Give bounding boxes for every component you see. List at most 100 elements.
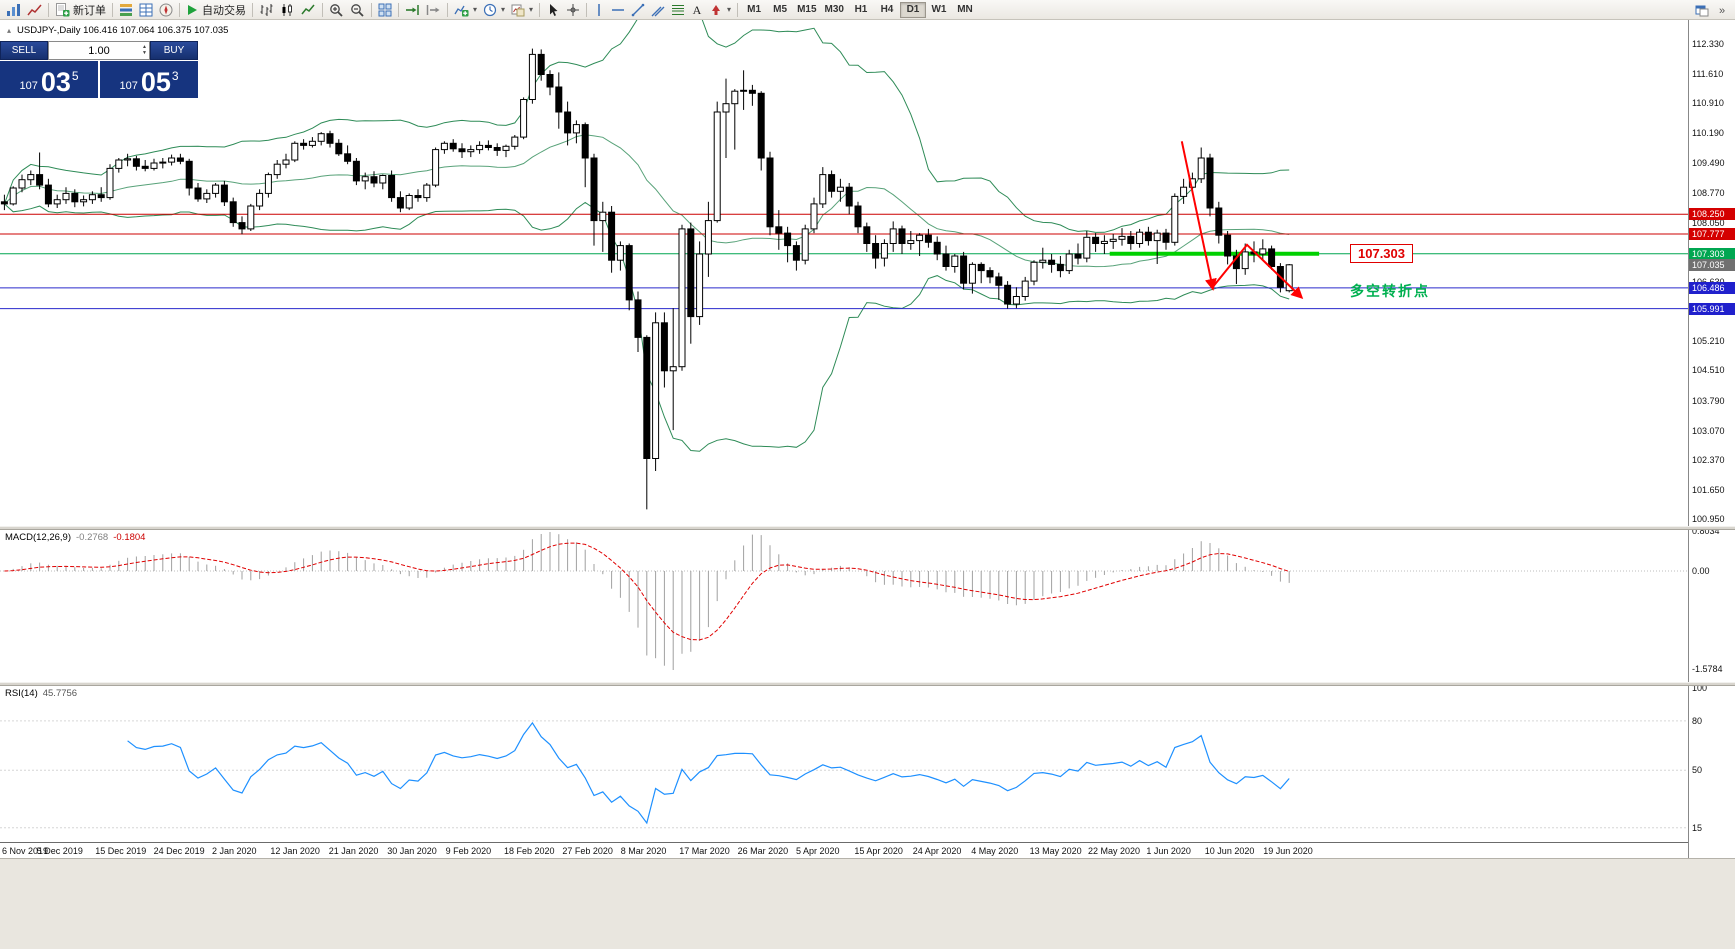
rsi-panel-divider[interactable]	[0, 682, 1735, 686]
price-tag-107.777: 107.777	[1689, 228, 1735, 240]
new-order-icon[interactable]: 新订单	[52, 1, 109, 18]
timeframe-m30[interactable]: M30	[821, 2, 848, 18]
price-axis-label: 105.210	[1692, 336, 1725, 347]
market-watch-icon[interactable]	[116, 1, 136, 18]
fibonacci-icon[interactable]	[668, 1, 688, 18]
buy-button[interactable]: BUY	[150, 41, 198, 60]
macd-panel-divider[interactable]	[0, 526, 1735, 530]
time-axis[interactable]: 6 Nov 2019 5 Dec 2019 15 Dec 2019 24 Dec 20…	[0, 842, 1688, 858]
top-toolbar: 新订单 自动交易 ▾ ▾ ▾ A ▾ M1 M5 M15 M30 H1 H4 D1 W1 MN »	[0, 0, 1735, 20]
vertical-line-icon[interactable]	[590, 1, 608, 18]
chart-plot-area[interactable]	[0, 20, 1688, 858]
timeframe-m1[interactable]: M1	[741, 2, 767, 18]
time-axis-label: 19 Jun 2020	[1263, 846, 1313, 856]
rsi-axis-label: 15	[1692, 822, 1703, 833]
horizontal-line-icon[interactable]	[608, 1, 628, 18]
ask-point: 3	[171, 69, 179, 83]
trendline-icon[interactable]	[628, 1, 648, 18]
toolbar-right-group: »	[1692, 1, 1731, 18]
timeframe-d1[interactable]: D1	[899, 1, 926, 18]
chart-line-icon[interactable]	[298, 1, 319, 18]
toolbar-separator	[539, 2, 541, 17]
rsi-axis-label: 50	[1692, 765, 1703, 776]
rsi-value: 45.7756	[42, 688, 78, 699]
timeframe-m15[interactable]: M15	[793, 2, 820, 18]
templates-icon[interactable]: ▾	[508, 1, 536, 18]
time-axis-label: 8 Mar 2020	[620, 846, 667, 856]
panel-collapse-icon[interactable]: ▴	[7, 26, 12, 35]
autotrade-icon[interactable]: 自动交易	[183, 1, 249, 18]
time-axis-label: 26 Mar 2020	[737, 846, 789, 856]
lot-size-field[interactable]: 1.00 ▲ ▼	[48, 41, 150, 60]
price-axis-label: 103.070	[1692, 425, 1725, 436]
time-axis-label: 10 Jun 2020	[1204, 846, 1255, 856]
time-axis-label: 5 Apr 2020	[796, 846, 840, 856]
overflow-icon[interactable]: »	[1713, 1, 1731, 18]
price-axis-label: 111.610	[1692, 69, 1724, 80]
arrow-tools-icon[interactable]: ▾	[706, 1, 734, 18]
time-axis-label: 12 Jan 2020	[270, 846, 320, 856]
lot-size-value: 1.00	[88, 44, 110, 57]
price-tag-107.035: 107.035	[1689, 259, 1735, 271]
chart-candles-icon[interactable]	[277, 1, 298, 18]
new-window-icon[interactable]	[1692, 1, 1713, 18]
turning-point-annotation: 多空转折点	[1350, 283, 1430, 299]
toolbar-separator	[322, 2, 323, 17]
chart-title: ▴ USDJPY-,Daily 106.416 107.064 106.375 …	[7, 25, 228, 36]
timeframe-h4[interactable]: H4	[874, 2, 900, 18]
timeframe-h1[interactable]: H1	[848, 2, 874, 18]
time-axis-label: 27 Feb 2020	[562, 846, 613, 856]
periods-icon[interactable]: ▾	[480, 1, 508, 18]
time-axis-label: 15 Dec 2019	[95, 846, 147, 856]
ask-main: 107	[119, 80, 138, 92]
toolbar-separator	[179, 2, 180, 17]
price-axis-label: 109.490	[1692, 157, 1725, 168]
toolbar-separator	[586, 2, 588, 17]
bar-chart-window-icon[interactable]	[3, 1, 24, 18]
data-window-icon[interactable]	[136, 1, 156, 18]
macd-axis-zero: 0.00	[1692, 566, 1710, 576]
bid-main: 107	[19, 80, 38, 92]
time-axis-label: 6 Nov 2019	[2, 846, 49, 856]
price-axis-label: 100.950	[1692, 514, 1725, 524]
macd-axis-min: -1.5784	[1692, 664, 1723, 674]
chart-shift-icon[interactable]	[423, 1, 444, 18]
time-axis-label: 5 Dec 2019	[36, 846, 83, 856]
toolbar-separator	[112, 2, 113, 17]
lot-step-down-icon[interactable]: ▼	[142, 50, 147, 56]
timeframe-mn[interactable]: MN	[952, 2, 978, 18]
cursor-icon[interactable]	[543, 1, 563, 18]
zoom-in-icon[interactable]	[326, 1, 347, 18]
time-axis-label: 17 Mar 2020	[679, 846, 730, 856]
window-bottom-area	[0, 858, 1735, 949]
zoom-out-icon[interactable]	[347, 1, 368, 18]
timeframe-m5[interactable]: M5	[767, 2, 793, 18]
price-tag-108.250: 108.250	[1689, 208, 1735, 221]
timeframe-w1[interactable]: W1	[926, 2, 952, 18]
macd-panel	[0, 532, 1688, 670]
tick-chart-icon[interactable]	[24, 1, 45, 18]
price-axis[interactable]: 112.330 111.610 110.910 110.190 109.490 108.7…	[1688, 20, 1735, 858]
navigator-icon[interactable]	[156, 1, 176, 18]
time-axis-label: 4 May 2020	[971, 846, 1019, 856]
price-axis-label: 110.190	[1692, 128, 1724, 139]
channel-icon[interactable]	[648, 1, 668, 18]
toolbar-separator	[252, 2, 253, 17]
sell-price-display[interactable]: 107 03 5	[0, 61, 98, 98]
level-price-label[interactable]: 107.303	[1350, 244, 1413, 263]
svg-text:A: A	[693, 3, 702, 17]
one-click-trading-panel: SELL 1.00 ▲ ▼ BUY 107 03 5 107 05 3	[0, 41, 198, 98]
auto-scroll-icon[interactable]	[402, 1, 423, 18]
crosshair-icon[interactable]	[563, 1, 583, 18]
macd-indicator-label: MACD(12,26,9) -0.2768 -0.1804	[5, 532, 145, 543]
chart-bars-icon[interactable]	[256, 1, 277, 18]
tile-windows-icon[interactable]	[375, 1, 395, 18]
price-axis-label: 108.050	[1692, 217, 1725, 228]
lot-step-up-icon[interactable]: ▲	[142, 44, 147, 50]
sell-button[interactable]: SELL	[0, 41, 48, 60]
macd-name: MACD(12,26,9)	[5, 532, 71, 543]
buy-price-display[interactable]: 107 05 3	[100, 61, 198, 98]
indicators-icon[interactable]: ▾	[451, 1, 480, 18]
lot-stepper[interactable]: ▲ ▼	[142, 44, 147, 56]
text-icon[interactable]: A	[688, 1, 706, 18]
